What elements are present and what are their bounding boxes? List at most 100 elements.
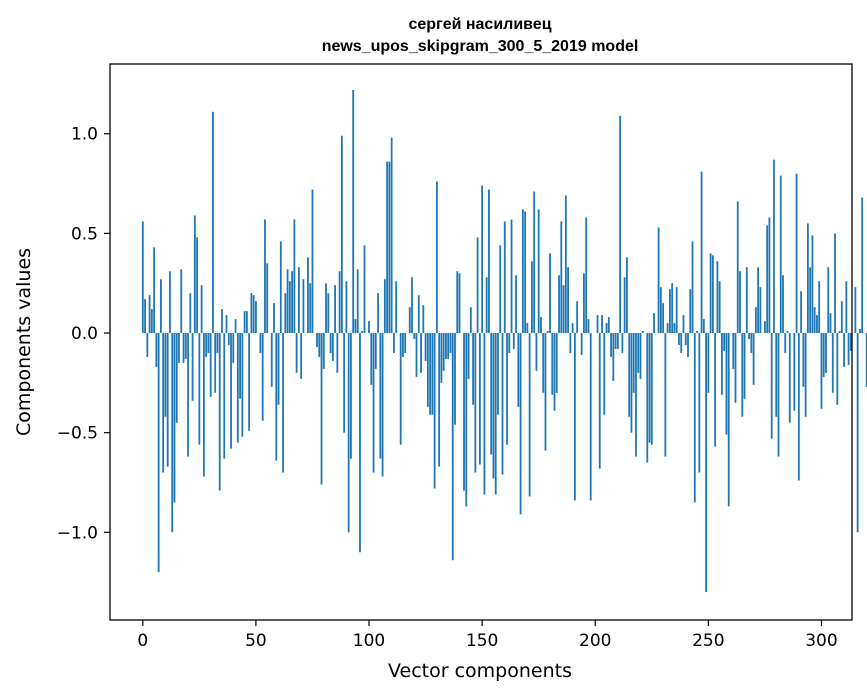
- bar: [184, 333, 187, 359]
- bar: [277, 333, 280, 405]
- bar: [827, 267, 830, 334]
- bar: [752, 333, 755, 385]
- bar: [809, 267, 812, 334]
- bar: [816, 315, 818, 334]
- bar: [521, 209, 524, 334]
- bar: [764, 321, 766, 334]
- bar: [297, 267, 300, 334]
- bar: [544, 333, 547, 451]
- bar: [721, 333, 723, 395]
- bar: [537, 209, 540, 334]
- bar: [465, 333, 468, 507]
- bar: [748, 333, 750, 340]
- bar: [291, 271, 294, 334]
- bar: [334, 285, 336, 334]
- bar: [469, 307, 472, 334]
- bar: [478, 333, 481, 465]
- bar: [838, 331, 841, 334]
- bar: [225, 315, 228, 334]
- bar: [411, 277, 413, 334]
- bar: [476, 237, 479, 334]
- bar: [420, 333, 422, 373]
- bar: [768, 217, 771, 334]
- bar: [849, 333, 852, 351]
- bar: [551, 333, 554, 395]
- bar: [576, 301, 579, 334]
- bar: [802, 333, 805, 387]
- bar: [200, 285, 203, 334]
- bar: [691, 241, 694, 334]
- bar: [327, 293, 330, 334]
- bar: [307, 257, 309, 334]
- bar: [255, 301, 257, 334]
- bar: [340, 135, 343, 334]
- bar: [413, 333, 416, 340]
- bar: [356, 269, 359, 334]
- bar: [664, 333, 667, 457]
- y-tick-label: −1.0: [57, 523, 98, 543]
- bar: [395, 281, 398, 334]
- x-tick-label: 0: [137, 631, 148, 651]
- bar: [632, 333, 635, 393]
- bar: [252, 295, 255, 334]
- bar: [159, 279, 162, 334]
- bar: [404, 333, 407, 353]
- bar: [825, 333, 827, 373]
- bar: [286, 269, 289, 334]
- bar: [519, 333, 522, 515]
- bar: [166, 333, 169, 467]
- bar: [390, 137, 393, 334]
- bar: [847, 333, 850, 365]
- bar: [266, 263, 269, 334]
- bar: [350, 333, 352, 459]
- bar: [587, 319, 590, 334]
- bar: [678, 333, 680, 345]
- bar: [150, 309, 153, 334]
- bar: [861, 197, 864, 334]
- bar: [175, 333, 178, 423]
- bar: [232, 333, 235, 363]
- bar: [463, 333, 465, 491]
- bar: [485, 277, 488, 334]
- bar: [259, 333, 262, 353]
- y-tick-label: −0.5: [57, 424, 98, 444]
- bar: [141, 221, 144, 334]
- bar: [300, 333, 303, 379]
- bar: [682, 315, 685, 334]
- bar: [393, 333, 395, 353]
- bar: [273, 303, 275, 334]
- bar: [612, 333, 615, 381]
- bar: [517, 333, 520, 407]
- bar: [546, 331, 549, 334]
- bar: [818, 281, 821, 334]
- plot-frame: [109, 63, 853, 621]
- bar: [777, 333, 780, 457]
- bar: [318, 333, 321, 357]
- bar: [734, 333, 737, 403]
- bar: [383, 279, 386, 334]
- bar: [797, 333, 800, 481]
- bar: [736, 201, 739, 334]
- bar: [804, 333, 807, 417]
- bar: [499, 245, 502, 334]
- bar: [347, 333, 350, 533]
- bar: [766, 225, 769, 334]
- bar: [415, 333, 418, 377]
- bar: [209, 333, 212, 397]
- bar: [424, 333, 427, 361]
- bar: [361, 331, 364, 334]
- bar: [856, 333, 859, 533]
- bar: [196, 237, 198, 334]
- bar: [718, 281, 721, 334]
- bar: [331, 333, 334, 361]
- bar: [338, 271, 341, 334]
- bar: [716, 261, 719, 334]
- bar: [325, 283, 327, 334]
- bar: [221, 309, 223, 334]
- bar: [359, 333, 361, 553]
- bar: [530, 261, 533, 334]
- bar: [433, 333, 436, 489]
- bar: [843, 333, 845, 367]
- bar: [144, 299, 146, 334]
